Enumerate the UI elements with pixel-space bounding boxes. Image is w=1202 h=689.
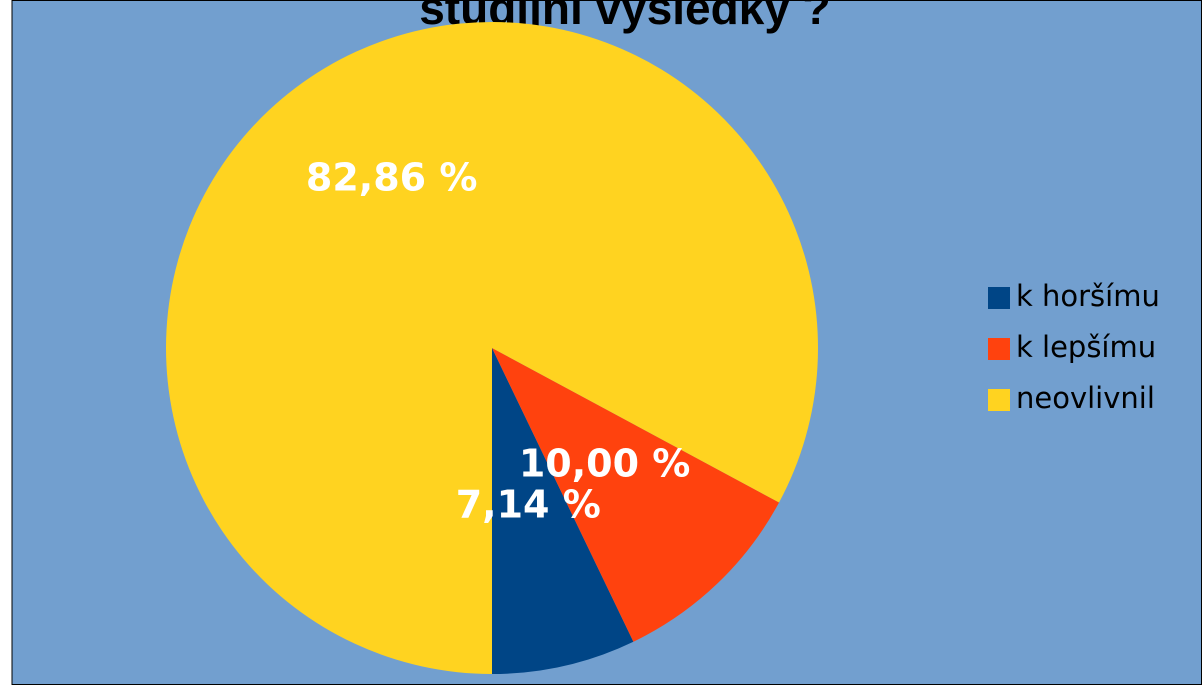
legend-label: k lepšímu	[1016, 330, 1156, 364]
legend-label: neovlivnil	[1016, 381, 1155, 415]
data-label: 10,00 %	[519, 441, 691, 485]
legend-label: k horšímu	[1016, 279, 1160, 313]
data-label: 82,86 %	[306, 156, 478, 200]
pie-slice	[492, 348, 780, 642]
pie-slice	[166, 21, 818, 675]
legend-swatch	[988, 287, 1010, 309]
data-label: 7,14 %	[456, 482, 601, 526]
legend-swatch	[988, 338, 1010, 360]
legend-swatch	[988, 389, 1010, 411]
pie-slice	[492, 348, 634, 674]
